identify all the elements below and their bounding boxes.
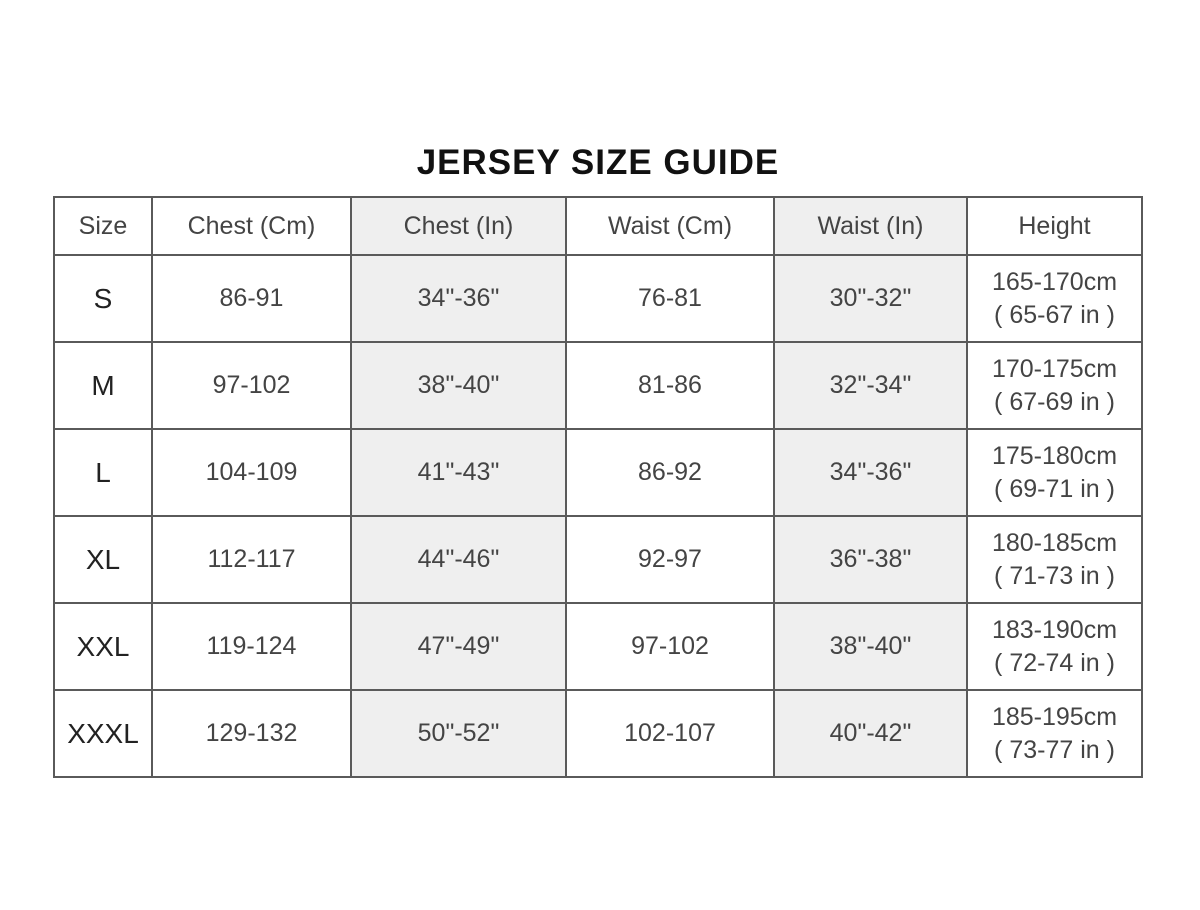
waist-in-cell: 36"-38" xyxy=(773,515,968,604)
height-cm: 185-195cm xyxy=(991,702,1118,731)
waist-cm-cell: 76-81 xyxy=(565,254,775,343)
size-cell: XXXL xyxy=(53,689,153,778)
height-in: ( 72-74 in ) xyxy=(994,648,1115,677)
chest-cm-cell: 129-132 xyxy=(151,689,352,778)
height-cell: 175-180cm ( 69-71 in ) xyxy=(966,428,1143,517)
size-cell: S xyxy=(53,254,153,343)
chest-in-cell: 47"-49" xyxy=(350,602,567,691)
height-in: ( 69-71 in ) xyxy=(994,474,1115,503)
size-cell: L xyxy=(53,428,153,517)
column-header-waist-in: Waist (In) xyxy=(773,196,968,256)
column-header-height: Height xyxy=(966,196,1143,256)
table-row: XXXL 129-132 50"-52" 102-107 40"-42" 185-195c… xyxy=(53,689,1143,778)
column-header-waist-cm: Waist (Cm) xyxy=(565,196,775,256)
chest-cm-cell: 86-91 xyxy=(151,254,352,343)
height-cell: 180-185cm ( 71-73 in ) xyxy=(966,515,1143,604)
waist-in-cell: 32"-34" xyxy=(773,341,968,430)
chest-in-cell: 34"-36" xyxy=(350,254,567,343)
height-in: ( 71-73 in ) xyxy=(994,561,1115,590)
height-cell: 170-175cm ( 67-69 in ) xyxy=(966,341,1143,430)
chest-cm-cell: 112-117 xyxy=(151,515,352,604)
waist-in-cell: 40"-42" xyxy=(773,689,968,778)
chest-in-cell: 50"-52" xyxy=(350,689,567,778)
waist-in-cell: 38"-40" xyxy=(773,602,968,691)
height-cell: 185-195cm ( 73-77 in ) xyxy=(966,689,1143,778)
height-cm: 180-185cm xyxy=(991,528,1118,557)
size-cell: XXL xyxy=(53,602,153,691)
size-cell: XL xyxy=(53,515,153,604)
column-header-chest-cm: Chest (Cm) xyxy=(151,196,352,256)
chest-cm-cell: 119-124 xyxy=(151,602,352,691)
column-header-chest-in: Chest (In) xyxy=(350,196,567,256)
waist-cm-cell: 81-86 xyxy=(565,341,775,430)
waist-cm-cell: 97-102 xyxy=(565,602,775,691)
waist-cm-cell: 92-97 xyxy=(565,515,775,604)
chest-in-cell: 44"-46" xyxy=(350,515,567,604)
waist-cm-cell: 102-107 xyxy=(565,689,775,778)
waist-cm-cell: 86-92 xyxy=(565,428,775,517)
waist-in-cell: 34"-36" xyxy=(773,428,968,517)
height-in: ( 65-67 in ) xyxy=(994,300,1115,329)
table-row: M 97-102 38"-40" 81-86 32"-34" 170-175cm ( 67-… xyxy=(53,341,1143,430)
height-cm: 165-170cm xyxy=(991,267,1118,296)
height-in: ( 73-77 in ) xyxy=(994,735,1115,764)
chest-in-cell: 38"-40" xyxy=(350,341,567,430)
size-table: Size Chest (Cm) Chest (In) Waist (Cm) Wa… xyxy=(53,196,1143,778)
table-row: S 86-91 34"-36" 76-81 30"-32" 165-170cm ( 65-6… xyxy=(53,254,1143,343)
table-row: XL 112-117 44"-46" 92-97 36"-38" 180-185cm ( 7… xyxy=(53,515,1143,604)
chest-cm-cell: 97-102 xyxy=(151,341,352,430)
chest-in-cell: 41"-43" xyxy=(350,428,567,517)
column-header-size: Size xyxy=(53,196,153,256)
table-row: XXL 119-124 47"-49" 97-102 38"-40" 183-190cm (… xyxy=(53,602,1143,691)
header-row: Size Chest (Cm) Chest (In) Waist (Cm) Wa… xyxy=(53,196,1143,256)
height-cell: 165-170cm ( 65-67 in ) xyxy=(966,254,1143,343)
waist-in-cell: 30"-32" xyxy=(773,254,968,343)
height-cm: 183-190cm xyxy=(991,615,1118,644)
height-cell: 183-190cm ( 72-74 in ) xyxy=(966,602,1143,691)
chest-cm-cell: 104-109 xyxy=(151,428,352,517)
size-cell: M xyxy=(53,341,153,430)
table-row: L 104-109 41"-43" 86-92 34"-36" 175-180cm ( 69… xyxy=(53,428,1143,517)
height-cm: 175-180cm xyxy=(991,441,1118,470)
page-title: JERSEY SIZE GUIDE xyxy=(416,143,780,182)
height-in: ( 67-69 in ) xyxy=(994,387,1115,416)
height-cm: 170-175cm xyxy=(991,354,1118,383)
